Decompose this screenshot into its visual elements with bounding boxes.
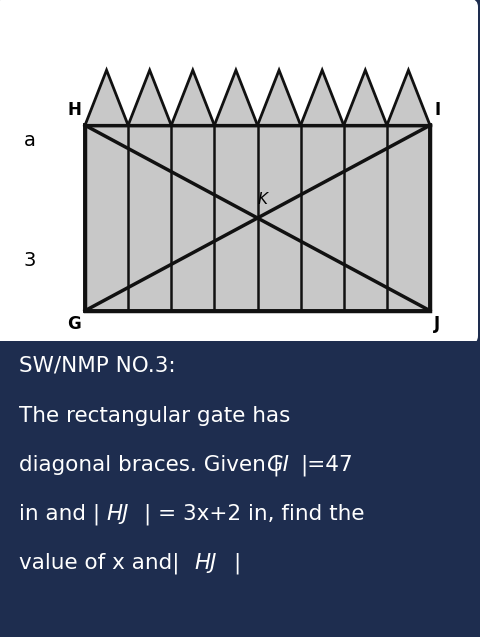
Text: J: J [434,315,440,333]
Bar [85,125,430,311]
Text: value of x and|: value of x and| [19,552,180,574]
Text: HJ: HJ [107,504,129,524]
Text: I: I [434,101,440,119]
Text: K: K [257,192,267,208]
Text: 3: 3 [24,251,36,270]
Text: diagonal braces. Given |: diagonal braces. Given | [19,455,280,476]
Bar [85,125,430,311]
Text: SW/NMP NO.3:: SW/NMP NO.3: [19,355,176,376]
Text: GI: GI [266,455,289,475]
Polygon shape [171,70,215,125]
Text: The rectangular gate has: The rectangular gate has [19,406,290,426]
Text: in and |: in and | [19,504,100,526]
Text: HJ: HJ [194,552,217,573]
FancyBboxPatch shape [0,0,478,344]
Polygon shape [257,70,300,125]
Polygon shape [300,70,344,125]
Text: H: H [67,101,81,119]
Text: |: | [233,552,240,574]
Text: G: G [67,315,81,333]
Polygon shape [128,70,171,125]
Text: |=47: |=47 [300,455,353,476]
Polygon shape [215,70,257,125]
Polygon shape [85,70,128,125]
Polygon shape [387,70,430,125]
Text: | = 3x+2 in, find the: | = 3x+2 in, find the [144,504,364,526]
Polygon shape [344,70,387,125]
Text: a: a [24,131,36,150]
